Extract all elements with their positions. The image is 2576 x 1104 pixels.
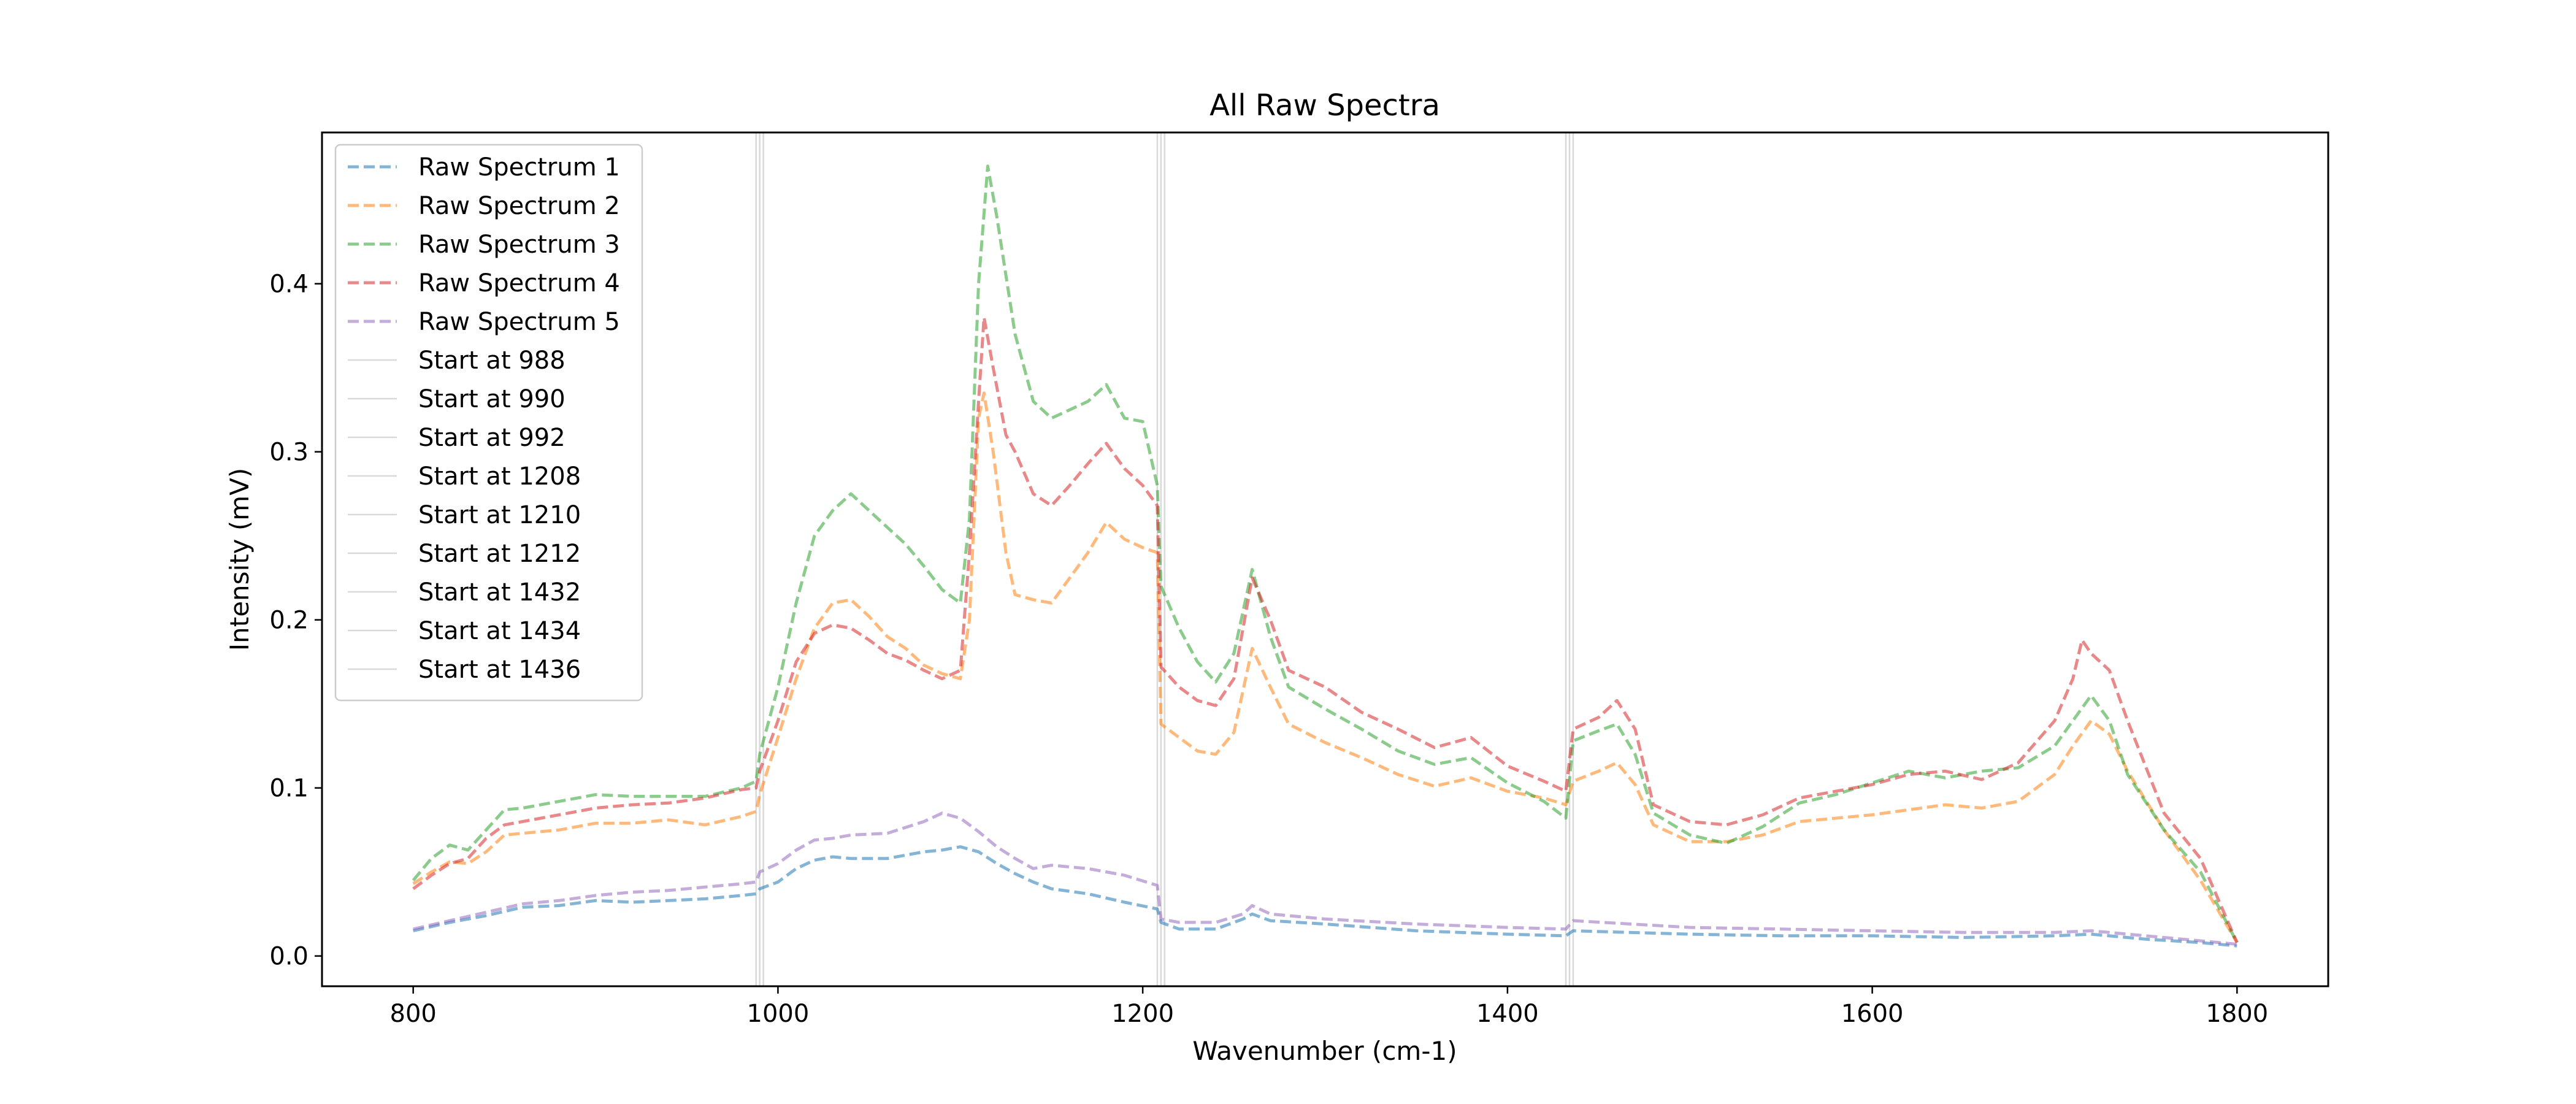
x-tick-label: 1000 bbox=[747, 1000, 810, 1028]
legend-label: Start at 1212 bbox=[418, 540, 581, 568]
vertical-lines-layer bbox=[755, 132, 1574, 986]
legend-label: Raw Spectrum 2 bbox=[418, 192, 620, 220]
series-line-1 bbox=[413, 845, 2237, 948]
x-tick-label: 1800 bbox=[2206, 1000, 2268, 1028]
legend-label: Raw Spectrum 4 bbox=[418, 269, 620, 297]
series-line-5 bbox=[413, 811, 2237, 946]
series-line-3 bbox=[412, 164, 2239, 943]
legend-label: Raw Spectrum 5 bbox=[418, 308, 620, 336]
y-axis: 0.0 0.1 0.2 0.3 0.4 bbox=[269, 270, 322, 971]
legend-label: Start at 1208 bbox=[418, 462, 581, 491]
legend-label: Raw Spectrum 3 bbox=[418, 231, 620, 259]
x-tick-label: 800 bbox=[390, 1000, 437, 1028]
legend-box bbox=[334, 144, 643, 702]
x-axis: 800 1000 1200 1400 1600 1800 bbox=[390, 986, 2268, 1028]
series-line-4 bbox=[412, 315, 2239, 943]
x-tick-label: 1400 bbox=[1476, 1000, 1539, 1028]
y-tick-label: 0.0 bbox=[269, 943, 309, 971]
y-tick-label: 0.1 bbox=[269, 775, 309, 803]
legend-label: Start at 990 bbox=[418, 385, 565, 413]
legend-label: Start at 988 bbox=[418, 347, 565, 375]
y-tick-label: 0.4 bbox=[269, 270, 309, 299]
legend-label: Start at 1210 bbox=[418, 501, 581, 529]
legend-label: Start at 992 bbox=[418, 424, 565, 452]
legend-label: Raw Spectrum 1 bbox=[418, 153, 620, 182]
legend-label: Start at 1432 bbox=[418, 578, 581, 607]
legend-label: Start at 1436 bbox=[418, 656, 581, 684]
legend-label: Start at 1434 bbox=[418, 617, 581, 645]
x-axis-label: Wavenumber (cm-1) bbox=[1192, 1036, 1457, 1066]
chart-title: All Raw Spectra bbox=[1209, 88, 1440, 123]
y-tick-label: 0.3 bbox=[269, 439, 309, 467]
y-axis-label: Intensity (mV) bbox=[224, 468, 255, 651]
x-tick-label: 1600 bbox=[1841, 1000, 1904, 1028]
legend: Raw Spectrum 1 Raw Spectrum 2 Raw Spectrum… bbox=[334, 144, 643, 702]
y-tick-label: 0.2 bbox=[269, 607, 309, 635]
series-layer bbox=[412, 164, 2239, 948]
plot-area-frame bbox=[321, 131, 2329, 987]
x-tick-label: 1200 bbox=[1111, 1000, 1174, 1028]
